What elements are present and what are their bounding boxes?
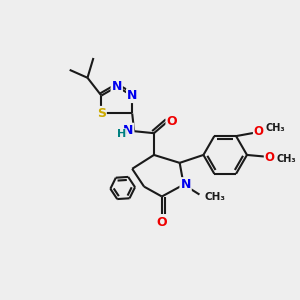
Text: O: O [167,115,177,128]
Text: CH₃: CH₃ [204,191,225,202]
Text: CH₃: CH₃ [266,123,285,133]
Text: CH₃: CH₃ [277,154,296,164]
Text: N: N [112,80,122,93]
Text: N: N [127,89,137,102]
Text: H: H [117,129,126,139]
Text: N: N [180,178,191,191]
Text: O: O [254,124,264,138]
Text: N: N [123,124,134,137]
Text: O: O [157,216,167,229]
Text: S: S [97,107,106,120]
Text: O: O [265,152,275,164]
